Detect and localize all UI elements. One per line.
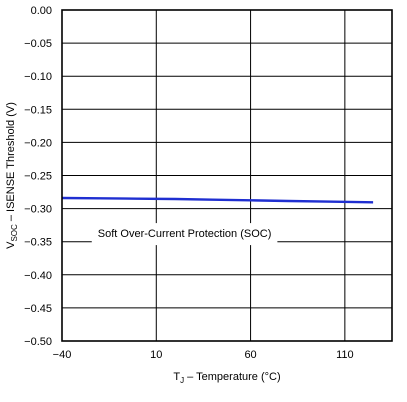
y-tick-label: −0.40 [24, 270, 52, 282]
y-tick-label: −0.35 [24, 237, 52, 249]
plot-frame [61, 9, 393, 342]
annotation-text: Soft Over-Current Protection (SOC) [98, 228, 272, 240]
x-tick-label: 60 [244, 349, 256, 361]
y-tick-label: −0.20 [24, 137, 52, 149]
y-tick-label: −0.30 [24, 204, 52, 216]
grid [62, 10, 392, 341]
y-tick-labels: 0.00 −0.05 −0.10 −0.15 −0.20 −0.25 −0.30 −0.35 −… [24, 5, 52, 348]
x-axis-title: TJ – Temperature (°C) [173, 371, 280, 385]
x-axis-title-main: T [173, 371, 180, 383]
x-tick-labels: −40 10 60 110 [53, 349, 354, 361]
annotation-background [91, 223, 278, 246]
y-axis-title-sub: SOC [10, 224, 19, 242]
y-tick-label: −0.10 [24, 71, 52, 83]
y-tick-label: 0.00 [31, 5, 52, 17]
x-tick-label: 10 [150, 349, 162, 361]
series-layer [61, 196, 374, 204]
x-axis-title-sub: J [180, 376, 184, 385]
y-tick-label: −0.15 [24, 104, 52, 116]
y-tick-label: −0.25 [24, 171, 52, 183]
annotation-layer: Soft Over-Current Protection (SOC) [91, 223, 278, 246]
y-tick-label: −0.45 [24, 303, 52, 315]
y-tick-label: −0.05 [24, 38, 52, 50]
y-axis-title-main: V [5, 241, 17, 249]
y-axis-title: VSOC – ISENSE Threshold (V) [5, 102, 19, 249]
y-tick-label: −0.50 [24, 336, 52, 348]
x-tick-label: 110 [336, 349, 354, 361]
x-tick-label: −40 [53, 349, 72, 361]
annotation: Soft Over-Current Protection (SOC) [91, 223, 278, 246]
x-axis-title-rest: – Temperature (°C) [184, 371, 281, 383]
series-line [61, 196, 374, 204]
y-axis-title-rest: – ISENSE Threshold (V) [5, 102, 17, 224]
